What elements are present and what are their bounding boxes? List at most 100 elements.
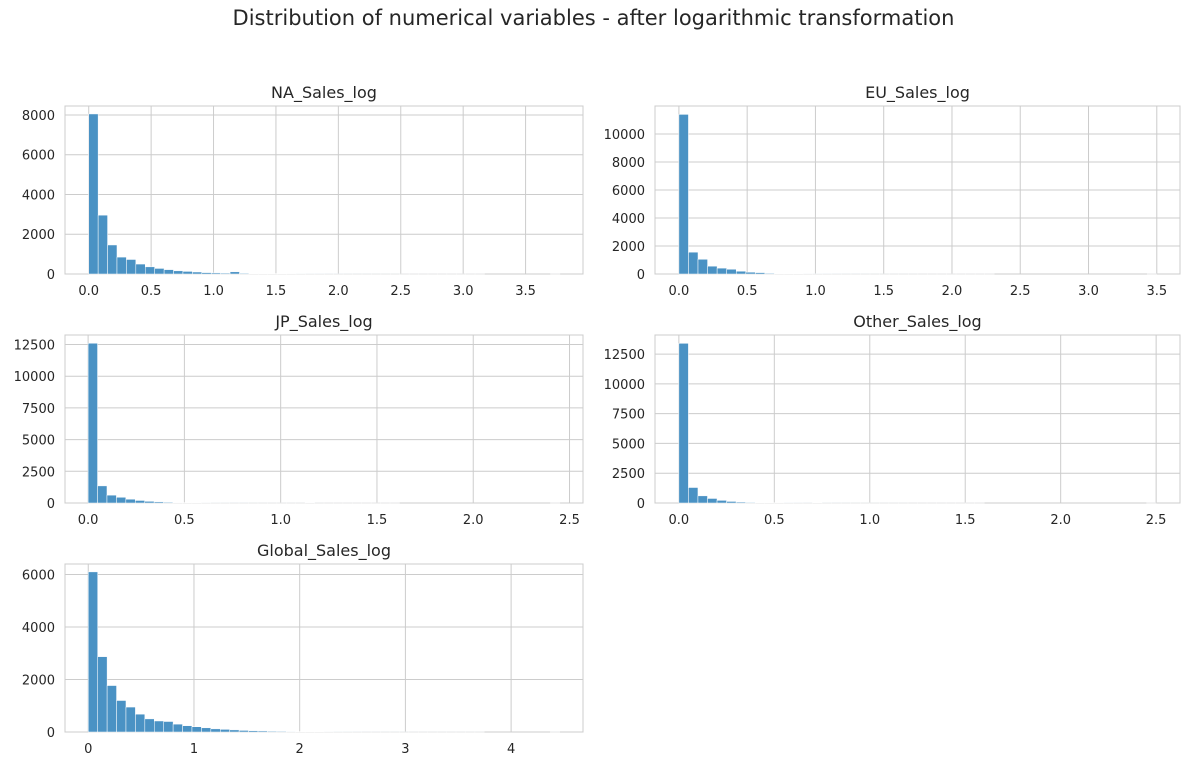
y-tick-label: 7500 [612,408,645,423]
panel-title: JP_Sales_log [274,312,372,332]
y-tick-label: 5000 [22,434,55,449]
histogram-bar [678,343,689,504]
x-tick-label: 0.5 [764,513,785,528]
histogram-bar [238,730,249,733]
x-tick-label: 3.5 [1146,284,1167,299]
y-tick-label: 0 [47,726,55,741]
histogram-bar [125,706,136,733]
plot-area [64,105,584,275]
y-tick-label: 8000 [612,156,645,171]
y-tick-label: 5000 [612,437,645,452]
histogram-bar [145,266,155,275]
y-tick-label: 2500 [612,467,645,482]
histogram-bar [125,498,136,504]
y-tick-label: 4000 [22,621,55,636]
y-tick-label: 4000 [22,188,55,203]
histogram-bar [716,500,727,504]
histogram-bar [239,273,250,275]
histogram-bar [135,263,146,275]
histogram-bar [267,730,278,733]
histogram-bar [97,485,108,504]
histogram-panel-jp-sales: 0.0 0.5 1.0 1.5 2.0 2.5 0 2500 5000 7500 10000 1250… [14,312,584,528]
y-tick-label: 8000 [22,109,55,124]
x-tick-label: 1.5 [266,284,287,299]
histogram-panel-other-sales: 0.0 0.5 1.0 1.5 2.0 2.5 0 2500 5000 7500 10000 1250… [604,312,1181,528]
x-tick-label: 2.0 [328,284,349,299]
histogram-bar [106,685,117,733]
x-tick-label: 1.0 [859,513,880,528]
panel-title: Global_Sales_log [257,541,391,561]
x-tick-label: 3.5 [515,284,536,299]
x-tick-label: 0.5 [141,284,162,299]
histogram-bar [116,700,127,733]
histogram-bar [716,267,727,275]
histogram-panel-global-sales: 0 1 2 3 4 0 2000 4000 6000 Global_Sales_log [22,541,584,757]
histogram-bar [126,259,137,275]
plot-area [654,334,1181,504]
histogram-bar [172,723,183,733]
y-tick-label: 6000 [22,569,55,584]
histogram-bar [88,113,99,275]
panel-title: NA_Sales_log [271,83,377,103]
x-tick-label: 0.0 [669,513,690,528]
x-tick-label: 2.5 [1010,284,1031,299]
x-tick-label: 3.0 [453,284,474,299]
histogram-bar [286,731,296,733]
histogram-bar [97,656,108,733]
x-tick-label: 0.5 [174,513,195,528]
histogram-bar [220,729,230,733]
plot-area [64,563,584,733]
x-tick-label: 0.0 [78,284,99,299]
x-tick-label: 1.0 [270,513,291,528]
histogram-bar [182,271,193,275]
x-tick-label: 0.0 [669,284,690,299]
histogram-bar [707,498,718,504]
histogram-bar [191,726,202,733]
y-tick-label: 0 [637,497,645,512]
histogram-bar [745,502,756,504]
x-tick-label: 0.0 [78,513,99,528]
x-tick-label: 3 [401,742,409,757]
y-tick-label: 0 [47,497,55,512]
histogram-bar [210,272,221,275]
histogram-bar [697,495,708,504]
x-tick-label: 3.0 [1078,284,1099,299]
histogram-bar [201,727,212,733]
histogram-bar [755,272,766,275]
histogram-bar [154,720,164,733]
histogram-bar [144,718,155,733]
y-tick-label: 2000 [22,674,55,689]
y-tick-label: 6000 [22,149,55,164]
y-tick-label: 6000 [612,184,645,199]
x-tick-label: 1.0 [805,284,826,299]
histogram-bar [192,271,203,275]
histogram-bar [144,501,155,504]
histogram-bar [88,571,98,733]
histogram-bar [678,114,689,275]
x-tick-label: 2.5 [1146,513,1167,528]
histogram-bar [726,268,737,275]
x-tick-label: 0 [84,742,92,757]
histogram-bar [106,494,117,504]
panel-title: Other_Sales_log [853,312,981,332]
histogram-bar [135,500,145,504]
histogram-bar [688,487,699,504]
y-tick-label: 10000 [14,370,55,385]
x-tick-label: 0.5 [737,284,758,299]
y-tick-label: 0 [637,268,645,283]
histogram-panel-eu-sales: 0.0 0.5 1.0 1.5 2.0 2.5 3.0 3.5 0 2000 4000 6000 800… [604,83,1181,299]
x-tick-label: 2.5 [559,513,580,528]
histogram-bar [304,502,315,504]
y-tick-label: 2500 [22,465,55,480]
histogram-bar [107,244,118,275]
y-tick-label: 10000 [604,378,645,393]
histogram-bar [163,269,174,275]
histogram-bar [726,501,737,504]
histogram-bar [153,501,164,504]
histogram-bar [163,721,174,733]
histogram-bar [87,342,98,504]
histogram-bar [163,501,174,504]
histogram-bar [229,271,240,275]
histogram-bar [116,497,127,504]
histogram-bar [182,725,193,733]
